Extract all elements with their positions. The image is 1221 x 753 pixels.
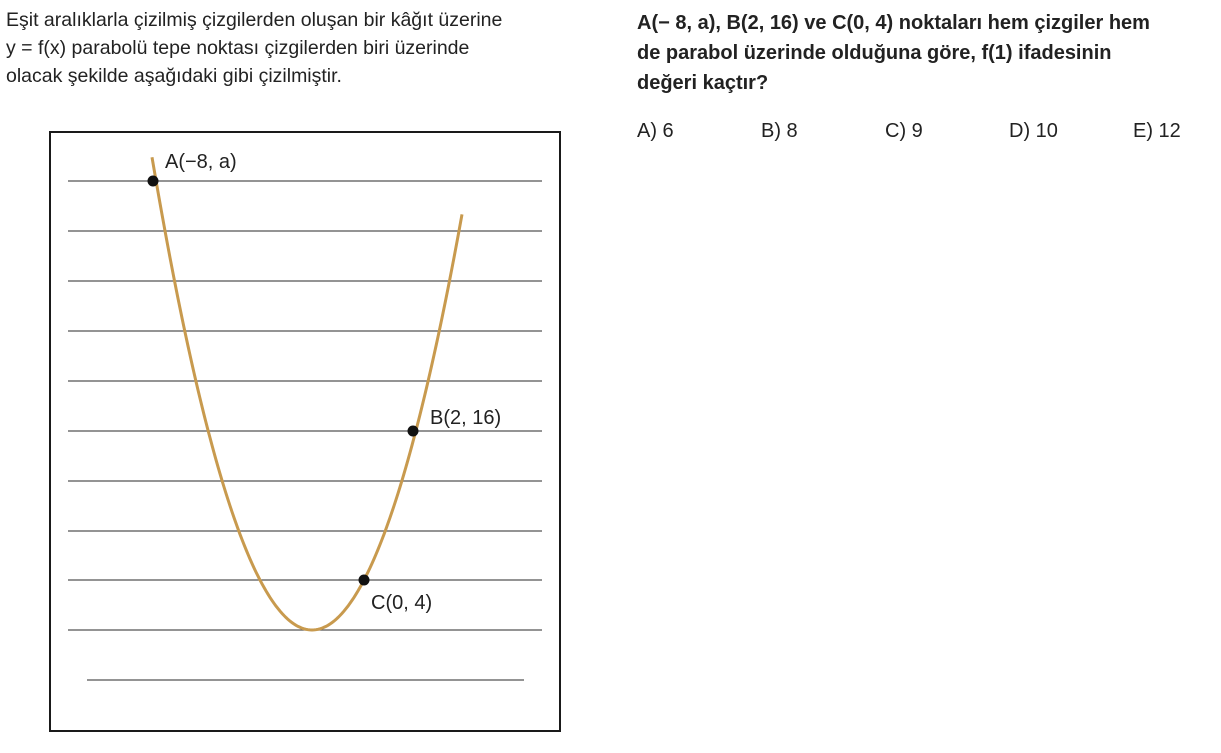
- parabola-figure: A(−8, a) B(2, 16) C(0, 4): [49, 131, 561, 732]
- point-c: [358, 574, 370, 586]
- intro-line: y = f(x) parabolü tepe noktası çizgilerd…: [6, 37, 470, 59]
- point-a-label: A(−8, a): [165, 151, 237, 173]
- option-c[interactable]: C) 9: [885, 120, 923, 142]
- answer-options: A) 6 B) 8 C) 9 D) 10 E) 12: [637, 120, 1217, 150]
- intro-line: olacak şekilde aşağıdaki gibi çizilmişti…: [6, 65, 342, 87]
- option-a[interactable]: A) 6: [637, 120, 674, 142]
- point-b: [407, 425, 419, 437]
- point-c-label: C(0, 4): [371, 592, 432, 614]
- intro-text: Eşit aralıklarla çizilmiş çizgilerden ol…: [6, 6, 596, 90]
- parabola-curve: [150, 156, 464, 632]
- point-b-label: B(2, 16): [430, 407, 501, 429]
- option-e[interactable]: E) 12: [1133, 120, 1181, 142]
- option-b[interactable]: B) 8: [761, 120, 798, 142]
- intro-line: Eşit aralıklarla çizilmiş çizgilerden ol…: [6, 9, 503, 31]
- question-line: de parabol üzerinde olduğuna göre, f(1) …: [637, 42, 1112, 64]
- question-text: A(− 8, a), B(2, 16) ve C(0, 4) noktaları…: [637, 8, 1217, 98]
- question-line: A(− 8, a), B(2, 16) ve C(0, 4) noktaları…: [637, 12, 1150, 34]
- option-d[interactable]: D) 10: [1009, 120, 1058, 142]
- question-line: değeri kaçtır?: [637, 72, 769, 94]
- ruled-lines: [68, 180, 542, 681]
- point-a: [147, 175, 159, 187]
